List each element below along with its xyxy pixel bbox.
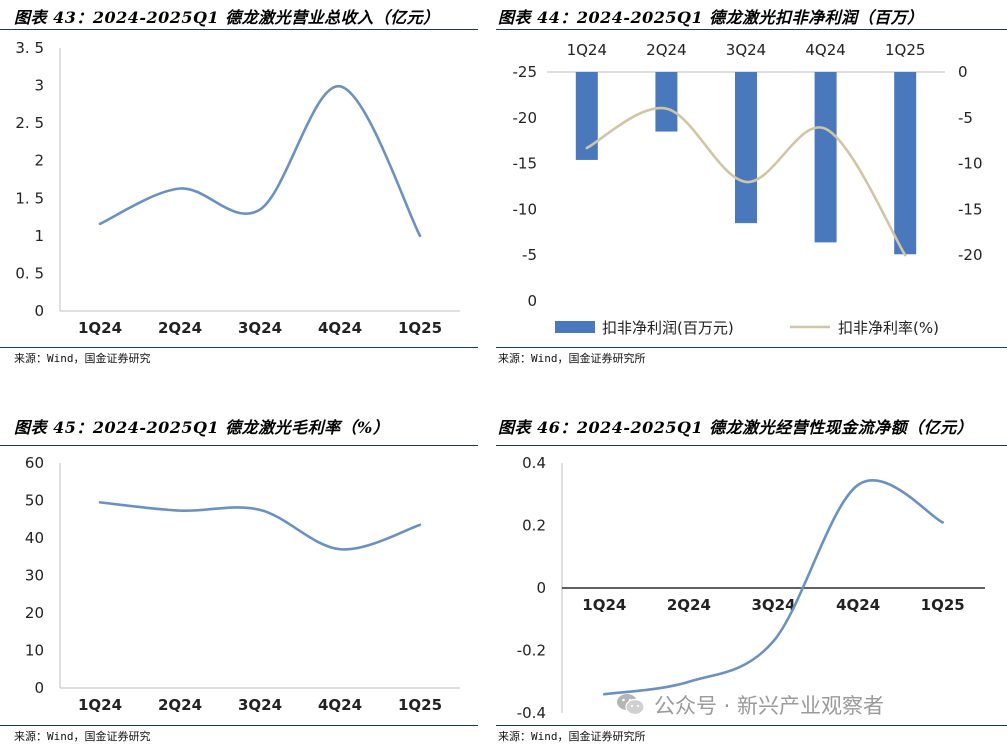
y2-tick-label: 0 [958, 63, 968, 81]
bar-1Q25 [894, 72, 917, 255]
chart-title-43: 图表 43：2024-2025Q1 德龙激光营业总收入（亿元） [14, 8, 440, 27]
bar-2Q24 [655, 72, 678, 132]
chart-title-46: 图表 46：2024-2025Q1 德龙激光经营性现金流净额（亿元） [498, 418, 974, 437]
bar-4Q24 [814, 72, 837, 243]
chart-title-44: 图表 44：2024-2025Q1 德龙激光扣非净利润（百万） [498, 8, 924, 27]
source-note: 来源：Wind，国金证券研究 [14, 352, 151, 365]
title-rule [496, 29, 1007, 30]
legend-bar-swatch [555, 321, 595, 333]
x-tick-label: 1Q25 [885, 41, 925, 59]
y-tick-label: 0 [536, 579, 546, 597]
source-rule [0, 725, 478, 726]
x-tick-label: 3Q24 [238, 319, 282, 337]
source-rule [0, 347, 478, 348]
source-rule [496, 725, 1007, 726]
watermark: 公众号 · 新兴产业观察者 [616, 690, 884, 720]
source-note: 来源：Wind，国金证券研究所 [498, 730, 646, 743]
x-tick-label: 1Q24 [78, 319, 122, 337]
x-tick-label: 1Q24 [582, 596, 626, 614]
y-tick-label: -25 [513, 63, 538, 81]
wechat-icon [616, 692, 646, 718]
y-tick-label: 0 [34, 679, 44, 697]
y2-tick-label: -15 [958, 200, 983, 218]
y-tick-label: 3 [34, 77, 44, 95]
y2-tick-label: -5 [958, 109, 973, 127]
series-line [603, 479, 944, 696]
bar-1Q24 [575, 72, 598, 160]
x-tick-label: 3Q24 [726, 41, 766, 59]
x-tick-label: 1Q24 [567, 41, 607, 59]
y-tick-label: 1. 5 [15, 189, 44, 207]
y-tick-label: 0 [527, 292, 537, 310]
y-tick-label: 30 [25, 567, 44, 585]
y-tick-label: 0.4 [522, 454, 546, 472]
series-line [98, 501, 422, 551]
y-tick-label: 2 [34, 152, 44, 170]
bar-3Q24 [735, 72, 757, 224]
legend-line-label: 扣非净利率(%) [838, 319, 939, 337]
y-tick-label: -0.4 [517, 704, 546, 722]
y-tick-label: -20 [513, 109, 538, 127]
series-line [585, 106, 907, 257]
y-tick-label: 50 [25, 492, 44, 510]
source-rule [496, 347, 1007, 348]
y-tick-label: -0.2 [517, 642, 546, 660]
x-tick-label: 4Q24 [836, 596, 880, 614]
y-tick-label: 40 [25, 529, 44, 547]
x-tick-label: 3Q24 [238, 696, 282, 714]
y-tick-label: -10 [513, 200, 538, 218]
y2-tick-label: -10 [958, 155, 983, 173]
x-tick-label: 2Q24 [158, 319, 202, 337]
y-tick-label: 60 [25, 454, 44, 472]
y-tick-label: -15 [513, 155, 538, 173]
y-tick-label: 20 [25, 604, 44, 622]
source-note: 来源：Wind，国金证券研究 [14, 730, 151, 743]
x-tick-label: 4Q24 [318, 696, 362, 714]
watermark-text: 公众号 · 新兴产业观察者 [654, 694, 885, 718]
series-line [98, 85, 422, 238]
y2-tick-label: -20 [958, 246, 983, 264]
x-tick-label: 3Q24 [751, 596, 795, 614]
y-tick-label: -5 [522, 246, 537, 264]
x-tick-label: 2Q24 [646, 41, 686, 59]
y-tick-label: 3. 5 [15, 39, 44, 57]
y-tick-label: 10 [25, 642, 44, 660]
title-rule [0, 445, 478, 446]
x-tick-label: 1Q24 [78, 696, 122, 714]
y-tick-label: 1 [34, 227, 44, 245]
x-tick-label: 1Q25 [398, 319, 442, 337]
x-tick-label: 2Q24 [158, 696, 202, 714]
source-note: 来源：Wind，国金证券研究所 [498, 352, 646, 365]
y-tick-label: 2. 5 [15, 114, 44, 132]
x-tick-label: 4Q24 [805, 41, 845, 59]
y-tick-label: 0. 5 [15, 264, 44, 282]
y-tick-label: 0.2 [522, 517, 546, 535]
chart-title-45: 图表 45：2024-2025Q1 德龙激光毛利率（%） [14, 418, 390, 437]
title-rule [496, 445, 1007, 446]
x-tick-label: 4Q24 [318, 319, 362, 337]
x-tick-label: 1Q25 [921, 596, 965, 614]
y-tick-label: 0 [34, 302, 44, 320]
title-rule [0, 29, 478, 30]
x-tick-label: 1Q25 [398, 696, 442, 714]
x-tick-label: 2Q24 [667, 596, 711, 614]
legend-bar-label: 扣非净利润(百万元) [602, 319, 734, 337]
